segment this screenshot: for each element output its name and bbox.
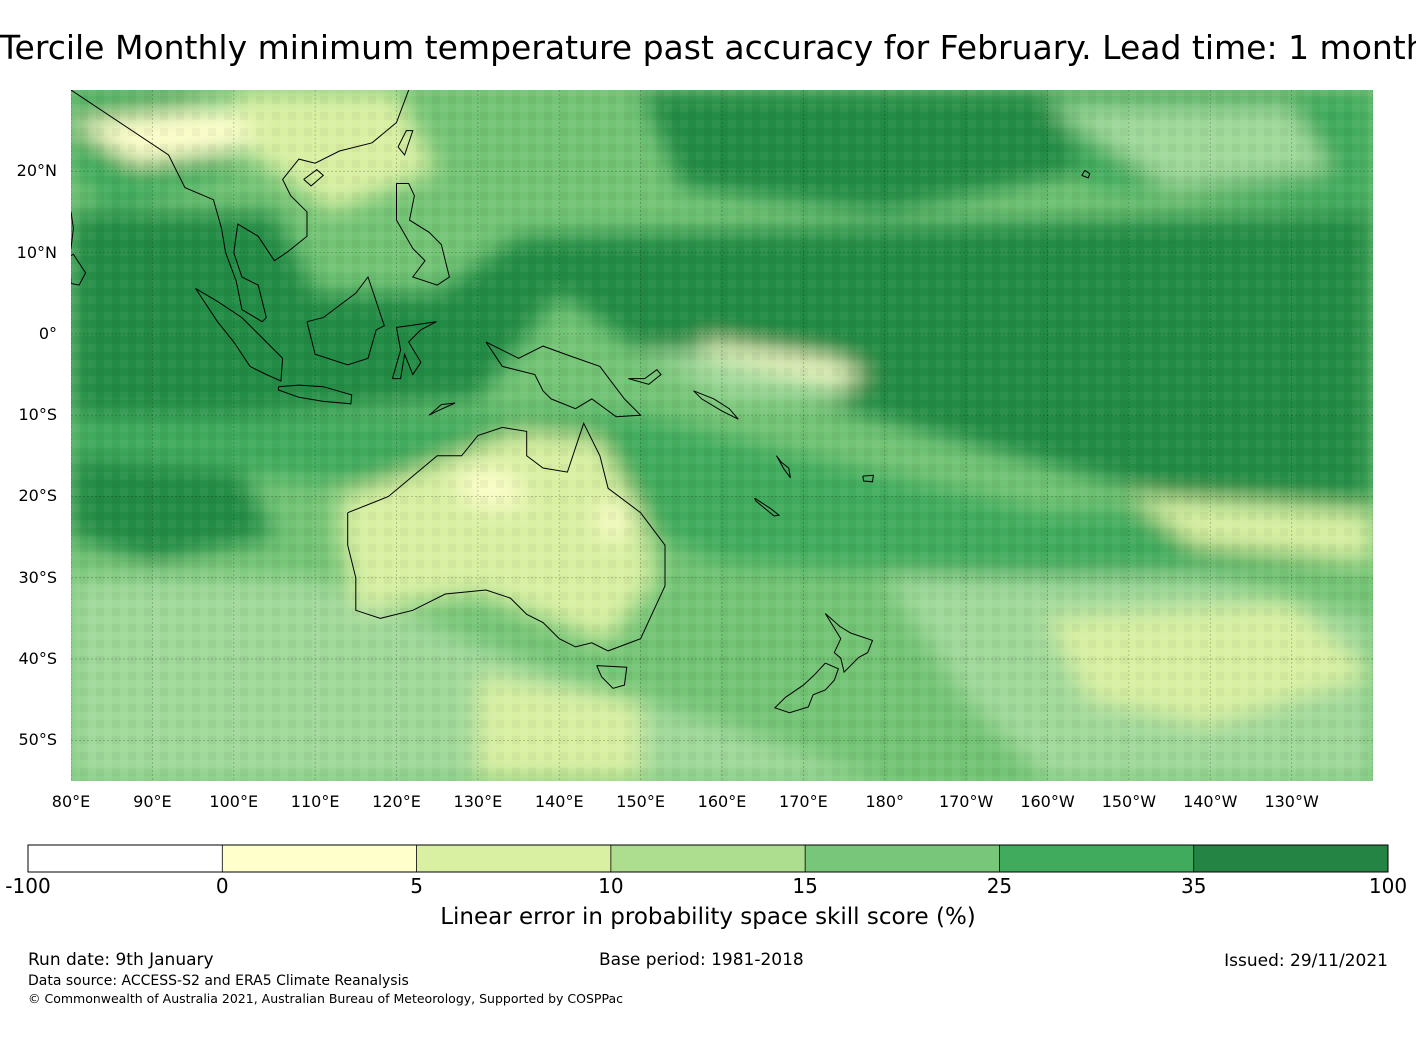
java-coast xyxy=(278,384,353,405)
longitude-label: 100°E xyxy=(209,792,259,811)
longitude-label: 170°W xyxy=(938,792,994,811)
colorbar-outline xyxy=(27,844,1389,873)
philippines-coast xyxy=(396,183,450,286)
latitude-label: 40°S xyxy=(18,649,57,669)
new-guinea-coast xyxy=(485,341,642,418)
latitude-label: 50°S xyxy=(18,730,57,750)
longitude-label: 80°E xyxy=(51,792,91,811)
taiwan-coast xyxy=(397,130,414,157)
colorbar-tick-label: -100 xyxy=(5,874,51,898)
longitude-label: 130°E xyxy=(453,792,503,811)
longitude-label: 150°E xyxy=(616,792,665,811)
sulawesi-coast xyxy=(391,321,437,380)
mainland-asia-coast xyxy=(71,90,410,323)
timor-coast xyxy=(428,402,456,416)
skill-score-field xyxy=(71,90,1373,781)
longitude-label: 120°E xyxy=(372,792,421,811)
vanuatu-coast xyxy=(776,455,791,479)
longitude-label: 140°E xyxy=(534,792,584,811)
colorbar-tick-label: 35 xyxy=(1180,874,1207,898)
tasmania-coast xyxy=(596,665,628,689)
colorbar-segment xyxy=(416,845,611,872)
latitude-label: 10°S xyxy=(18,405,57,425)
new-zealand-south-coast xyxy=(773,662,840,714)
longitude-label: 160°E xyxy=(697,792,747,811)
borneo-coast xyxy=(306,275,385,366)
longitude-label: 160°W xyxy=(1020,792,1075,811)
latitude-label: 0° xyxy=(38,323,57,343)
colorbar-segment xyxy=(222,845,417,872)
longitude-label: 130°W xyxy=(1264,792,1319,811)
hainan-coast xyxy=(303,169,325,187)
colorbar-title: Linear error in probability space skill … xyxy=(440,904,976,930)
colorbar xyxy=(27,844,1389,873)
colorbar-tick-label: 25 xyxy=(986,874,1013,898)
longitude-label: 110°E xyxy=(290,792,340,811)
solomons-coast xyxy=(693,390,739,420)
fiji-coast xyxy=(862,474,874,483)
colorbar-segment xyxy=(28,845,223,872)
new-zealand-north-coast xyxy=(824,613,874,674)
data-source: Data source: ACCESS-S2 and ERA5 Climate … xyxy=(28,973,409,989)
issued-date: Issued: 29/11/2021 xyxy=(1224,951,1388,971)
longitude-label: 150°W xyxy=(1101,792,1157,811)
colorbar-tick-label: 0 xyxy=(215,874,229,898)
longitude-label: 140°W xyxy=(1183,792,1238,811)
latitude-label: 20°N xyxy=(16,161,57,181)
new-caledonia-coast xyxy=(754,497,781,517)
sri-lanka-coast xyxy=(71,253,87,286)
colorbar-tick-label: 10 xyxy=(598,874,624,898)
map-title: Tercile Monthly minimum temperature past… xyxy=(0,28,1416,67)
longitude-label: 170°E xyxy=(779,792,828,811)
new-britain-coast xyxy=(628,369,662,385)
latitude-label: 30°S xyxy=(18,567,57,587)
colorbar-segment xyxy=(999,845,1194,872)
copyright: © Commonwealth of Australia 2021, Austra… xyxy=(28,991,623,1006)
longitude-label: 180° xyxy=(865,792,905,811)
colorbar-segment xyxy=(805,845,1000,872)
latitude-label: 10°N xyxy=(16,242,57,262)
sumatra-coast xyxy=(195,287,284,382)
hawaii-coast xyxy=(1081,169,1091,179)
run-date: Run date: 9th January xyxy=(28,950,214,970)
colorbar-tick-label: 15 xyxy=(792,874,818,898)
colorbar-segment xyxy=(610,845,806,872)
longitude-label: 90°E xyxy=(133,792,172,811)
colorbar-tick-label: 5 xyxy=(410,874,423,898)
colorbar-segment xyxy=(1193,845,1388,872)
colorbar-tick-label: 100 xyxy=(1368,874,1408,898)
base-period: Base period: 1981-2018 xyxy=(599,950,804,970)
latitude-label: 20°S xyxy=(18,486,57,506)
australia-coast xyxy=(347,421,666,652)
